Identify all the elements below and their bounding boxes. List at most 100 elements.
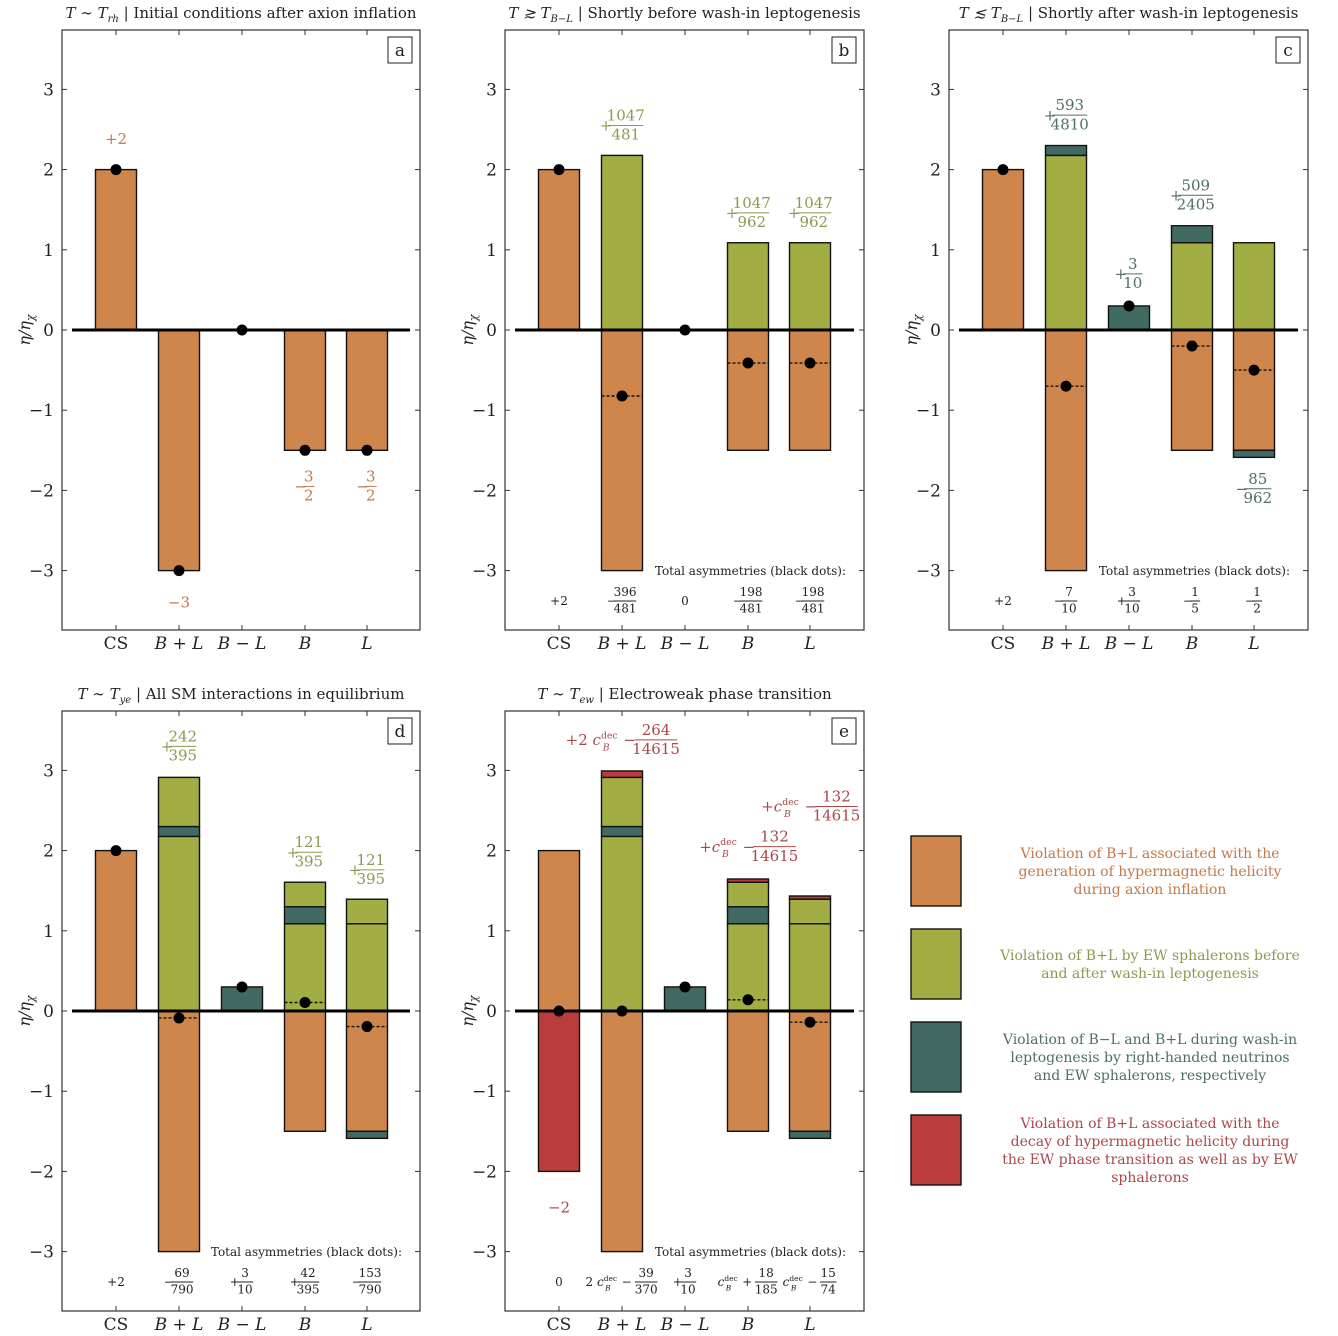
legend-text: the EW phase transition as well as by EW [1002, 1152, 1298, 1168]
total-value: +3 10 [673, 1266, 697, 1296]
totals-heading: Total asymmetries (black dots): [1099, 564, 1290, 578]
math-text: + [161, 738, 174, 756]
bar-segment [345, 898, 389, 925]
y-tick-label: −3 [916, 562, 941, 582]
bar-segment [600, 835, 644, 1012]
x-tick-label: B [741, 1315, 755, 1335]
legend-text: generation of hypermagnetic helicity [1019, 864, 1282, 880]
x-tick-label: B [741, 634, 755, 654]
x-tick-label: B − L [217, 634, 267, 654]
y-tick-label: 0 [43, 321, 54, 341]
bar-segment [788, 242, 832, 331]
panel-letter: a [395, 41, 405, 61]
bar-segment [600, 1010, 644, 1253]
math-text: + [726, 204, 739, 222]
fraction-numerator: 396 [614, 585, 637, 599]
y-tick-label: −2 [29, 1162, 54, 1182]
bar-segment [1044, 329, 1088, 572]
bar-segment [600, 154, 644, 331]
fraction-denominator: 790 [171, 1282, 194, 1296]
panel-letter: e [839, 722, 849, 742]
legend-text: Violation of B−L and B+L during wash-in [1002, 1032, 1297, 1048]
y-tick-label: −3 [29, 1243, 54, 1263]
legend-text: Violation of B+L by EW sphalerons before [999, 948, 1300, 964]
math-text: cdec B + [718, 1274, 753, 1293]
fraction-numerator: 593 [1055, 96, 1084, 114]
bar-segment [1044, 154, 1088, 331]
total-dot [742, 994, 754, 1006]
legend-text: during axion inflation [1074, 882, 1227, 898]
x-tick-label: L [803, 634, 815, 654]
bar-segment [157, 835, 201, 1012]
bar-segment [94, 849, 138, 1012]
panel-letter-box [831, 717, 857, 745]
y-tick-label: −1 [472, 1082, 497, 1102]
total-value: cdec B − 15 74 [783, 1266, 837, 1296]
bar-segment [600, 825, 644, 838]
x-tick-label: B + L [1041, 634, 1091, 654]
fraction-denominator: 370 [635, 1282, 658, 1296]
total-value: +3 10 [230, 1266, 254, 1296]
math-text: − [1054, 594, 1064, 608]
bar-segment [1170, 225, 1214, 244]
total-dot [553, 1005, 565, 1017]
fraction-denominator: 790 [359, 1282, 382, 1296]
bar-segment [345, 1130, 389, 1140]
x-tick-label: B [1185, 634, 1199, 654]
x-tick-label: B + L [154, 1315, 204, 1335]
fraction-denominator: 962 [799, 213, 828, 231]
math-text: + [230, 1275, 240, 1289]
total-value: cdec B + 18 185 [718, 1266, 778, 1296]
y-axis-label: η/ηχ [458, 313, 480, 346]
legend-text: and after wash-in leptogenesis [1041, 966, 1259, 982]
total-value: +2 [550, 594, 568, 608]
panel-letter: d [395, 722, 406, 742]
legend-text: and EW sphalerons, respectively [1034, 1068, 1266, 1084]
math-text: + [1117, 594, 1127, 608]
bar-segment [157, 1010, 201, 1253]
x-tick-label: L [360, 1315, 372, 1335]
bar-segment [600, 776, 644, 828]
fraction-denominator: 962 [737, 213, 766, 231]
total-dot [553, 164, 565, 176]
panel-letter-box [831, 36, 857, 64]
y-tick-label: −3 [29, 562, 54, 582]
total-dot [804, 357, 816, 369]
bar-segment [1170, 242, 1214, 331]
fraction-denominator: 2405 [1177, 196, 1215, 214]
fraction-denominator: 14615 [632, 740, 680, 758]
fraction-numerator: 15 [821, 1266, 836, 1280]
y-tick-label: 3 [43, 761, 54, 781]
x-tick-label: CS [547, 634, 572, 654]
bar-segment [1232, 329, 1276, 452]
bar-segment [283, 329, 327, 452]
x-tick-label: B [298, 1315, 312, 1335]
y-tick-label: −1 [916, 401, 941, 421]
bar-segment [537, 168, 581, 331]
bar-segment [600, 770, 644, 779]
total-dot [110, 164, 122, 176]
bar-segment [788, 1010, 832, 1133]
panel-letter-box [387, 717, 413, 745]
panel-title: T ≲ TB−L | Shortly after wash-in leptoge… [959, 4, 1299, 25]
total-dot [742, 357, 754, 369]
fraction-numerator: 3 [1128, 255, 1138, 273]
fraction-denominator: 2 [366, 487, 376, 505]
fraction-denominator: 2 [1253, 601, 1261, 615]
fraction-numerator: 42 [300, 1266, 315, 1280]
math-text: +cdec B − [699, 837, 755, 860]
totals-heading: Total asymmetries (black dots): [211, 1245, 402, 1259]
fraction-denominator: 395 [294, 852, 323, 870]
y-tick-label: 3 [486, 80, 497, 100]
fraction-denominator: 74 [821, 1282, 837, 1296]
fraction-numerator: 85 [1248, 470, 1267, 488]
x-tick-label: B − L [1104, 634, 1154, 654]
total-value: +2 [107, 1275, 125, 1289]
fraction-numerator: 132 [760, 828, 789, 846]
fraction-numerator: 132 [822, 787, 851, 805]
fraction-numerator: 18 [759, 1266, 774, 1280]
